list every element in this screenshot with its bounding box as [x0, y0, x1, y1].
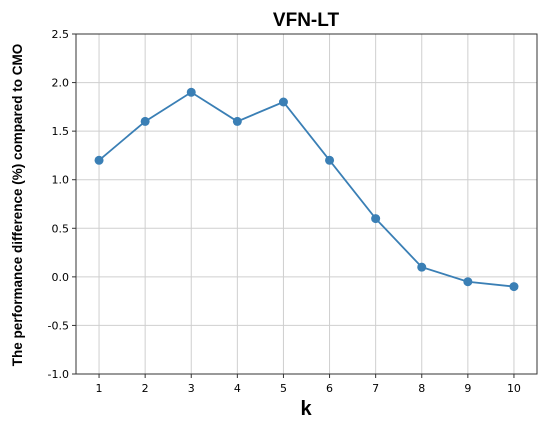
data-point	[417, 262, 427, 272]
x-tick-label: 2	[142, 382, 149, 395]
series-group	[94, 87, 519, 292]
y-tick-label: -1.0	[48, 368, 69, 381]
y-tick-label: 2.0	[52, 77, 70, 90]
data-point	[371, 214, 381, 224]
y-axis-label: The performance difference (%) compared …	[10, 44, 25, 367]
data-point	[278, 97, 288, 107]
x-axis-label: k	[300, 398, 312, 420]
x-tick-label: 7	[372, 382, 379, 395]
plot-frame	[75, 33, 538, 375]
x-tick-label: 5	[280, 382, 287, 395]
grid	[76, 33, 537, 375]
x-tick-label: 1	[96, 382, 103, 395]
y-tick-label: 1.0	[52, 174, 70, 187]
x-tick-label: 10	[507, 382, 521, 395]
data-point	[463, 277, 473, 287]
y-tick-label: -0.5	[48, 319, 69, 332]
data-point	[232, 116, 242, 126]
chart-title: VFN-LT	[273, 10, 340, 31]
y-tick-label: 1.5	[52, 125, 70, 138]
y-tick-label: 2.5	[52, 28, 70, 41]
y-axis: -1.0 -0.5 0.0 0.5 1.0 1.5 2.0 2.5	[48, 28, 76, 381]
x-tick-label: 3	[188, 382, 195, 395]
x-tick-label: 8	[418, 382, 425, 395]
x-tick-label: 6	[326, 382, 333, 395]
series-line	[98, 91, 515, 288]
data-point	[140, 116, 150, 126]
x-axis: 1 2 3 4 5 6 7 8 9 10	[96, 374, 521, 395]
data-point	[509, 282, 519, 292]
data-point	[94, 155, 104, 165]
y-tick-label: 0.0	[52, 271, 70, 284]
x-tick-label: 9	[464, 382, 471, 395]
data-point	[325, 155, 335, 165]
y-tick-label: 0.5	[52, 222, 70, 235]
x-tick-label: 4	[234, 382, 241, 395]
data-point	[186, 87, 196, 97]
